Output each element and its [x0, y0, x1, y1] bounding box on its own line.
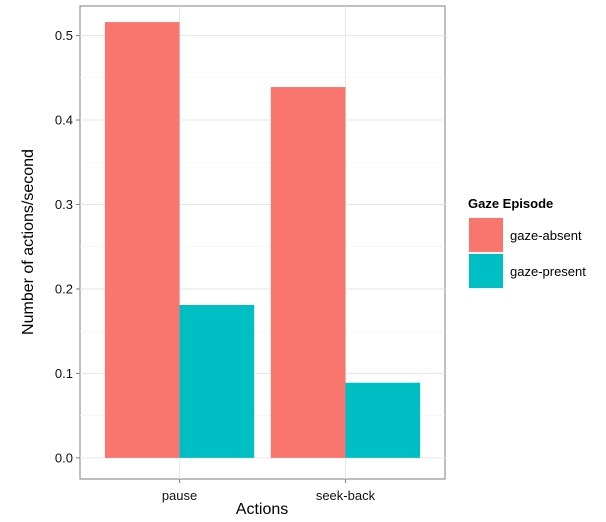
bars: [104, 22, 421, 458]
bar-gaze-present-seek-back: [345, 382, 421, 458]
x-tick-label: pause: [162, 488, 197, 503]
bar-gaze-absent-seek-back: [270, 87, 346, 458]
bar-gaze-present-pause: [179, 305, 255, 458]
legend-title: Gaze Episode: [468, 196, 553, 211]
y-tick-label: 0.0: [55, 450, 73, 465]
legend-label-gaze-absent: gaze-absent: [510, 228, 582, 243]
y-axis-title: Number of actions/second: [20, 149, 37, 335]
y-tick-label: 0.3: [55, 197, 73, 212]
legend-key-gaze-present: [469, 254, 503, 288]
legend-label-gaze-present: gaze-present: [510, 264, 586, 279]
bar-gaze-absent-pause: [104, 22, 180, 458]
x-axis-title: Actions: [236, 501, 288, 518]
y-axis: 0.0 0.1 0.2 0.3 0.4 0.5: [55, 28, 80, 465]
y-tick-label: 0.5: [55, 28, 73, 43]
legend: Gaze Episode gaze-absent gaze-present: [467, 196, 586, 290]
legend-key-gaze-absent: [469, 218, 503, 252]
x-axis: pause seek-back: [162, 479, 376, 503]
y-tick-label: 0.2: [55, 281, 73, 296]
y-tick-label: 0.1: [55, 366, 73, 381]
x-tick-label: seek-back: [316, 488, 376, 503]
y-tick-label: 0.4: [55, 113, 73, 128]
